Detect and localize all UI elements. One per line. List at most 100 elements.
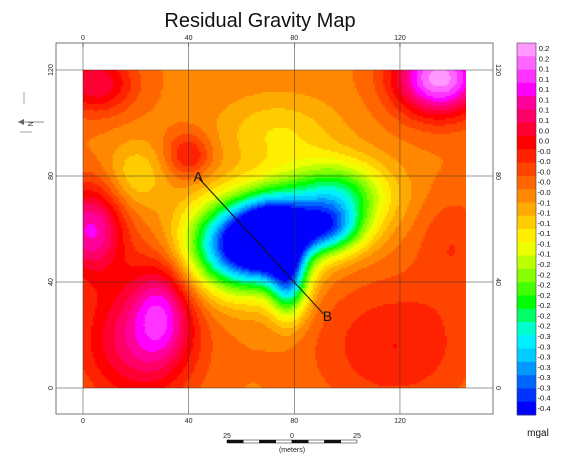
colorbar-tick-label: 0.1 (539, 95, 550, 104)
colorbar-tick-label: 0.0 (539, 137, 550, 146)
colorbar-swatch (517, 322, 536, 336)
colorbar-tick-label: -0.3 (537, 353, 550, 362)
profile-line-group: AB (194, 169, 332, 324)
scale-bar-label: 25 (353, 433, 361, 440)
colorbar: 0.20.20.10.10.10.10.10.10.00.0-0.0-0.0-0… (516, 42, 551, 416)
colorbar-swatch (517, 69, 536, 84)
colorbar-swatch (517, 375, 536, 389)
colorbar-swatch (517, 43, 536, 57)
x-tick-label-bottom: 80 (290, 418, 298, 425)
colorbar-tick-label: -0.1 (537, 209, 550, 218)
colorbar-swatch (517, 162, 536, 177)
profile-line (198, 178, 324, 315)
colorbar-tick-label: 0.2 (539, 54, 550, 63)
colorbar-tick-label: -0.0 (537, 178, 550, 187)
grid-lines (56, 43, 493, 414)
colorbar-swatch (517, 335, 536, 349)
colorbar-swatch (517, 348, 536, 363)
colorbar-tick-label: -0.0 (537, 188, 550, 197)
y-tick-label-right: 120 (494, 64, 501, 76)
scale-bar-segment (243, 439, 260, 444)
scale-bar-segment (291, 439, 309, 444)
colorbar-tick-label: -0.2 (537, 311, 550, 320)
colorbar-tick-label: -0.1 (537, 250, 550, 259)
colorbar-tick-label: -0.2 (537, 281, 550, 290)
scale-bar-segment (340, 439, 358, 444)
profile-end-label: B (323, 308, 332, 324)
colorbar-tick-label: 0.0 (539, 126, 550, 135)
x-tick-label-bottom: 0 (81, 418, 85, 425)
colorbar-swatch (517, 82, 536, 97)
y-tick-label-left: 120 (48, 64, 55, 76)
north-arrow-icon: N (18, 92, 44, 133)
colorbar-swatch (517, 56, 536, 70)
colorbar-tick-label: -0.1 (537, 229, 550, 238)
colorbar-tick-label: -0.0 (537, 167, 550, 176)
colorbar-swatch (517, 215, 536, 230)
scale-bar-caption: (meters) (279, 447, 305, 454)
colorbar-tick-label: 0.1 (539, 116, 550, 125)
colorbar-tick-label: 0.2 (539, 44, 550, 53)
colorbar-swatch (517, 361, 536, 376)
colorbar-tick-label: -0.2 (537, 322, 550, 331)
colorbar-swatch (517, 268, 536, 283)
scale-bar-segment (308, 439, 325, 444)
x-tick-label-top: 120 (394, 35, 406, 42)
colorbar-swatch (517, 189, 536, 203)
outer-frame (55, 42, 494, 415)
colorbar-swatch (517, 255, 536, 270)
scale-bar-segment (259, 439, 276, 444)
colorbar-swatch (517, 202, 536, 217)
scale-bar-segment (226, 439, 244, 444)
colorbar-tick-label: 0.1 (539, 85, 550, 94)
x-tick-label-bottom: 120 (394, 418, 406, 425)
heatmap-image (83, 70, 466, 388)
colorbar-swatch (517, 401, 536, 416)
colorbar-swatch (517, 136, 536, 150)
colorbar-border (516, 42, 537, 416)
colorbar-swatch (517, 282, 536, 296)
scale-bar-segment (275, 439, 293, 444)
colorbar-tick-label: 0.1 (539, 106, 550, 115)
colorbar-tick-label: -0.3 (537, 383, 550, 392)
colorbar-swatch (517, 122, 536, 137)
colorbar-tick-label: -0.2 (537, 270, 550, 279)
colorbar-tick-label: 0.1 (539, 75, 550, 84)
axis-ticks: 0 0 40 40 80 80 120 120 0 0 40 40 80 80 120 120 (48, 35, 501, 425)
colorbar-swatch (517, 242, 536, 256)
colorbar-tick-label: -0.3 (537, 373, 550, 382)
colorbar-tick-label: -0.3 (537, 342, 550, 351)
colorbar-tick-label: -0.1 (537, 219, 550, 228)
y-tick-label-left: 80 (48, 172, 55, 180)
y-tick-label-left: 0 (48, 386, 55, 390)
x-tick-label-top: 80 (290, 35, 298, 42)
x-tick-label-bottom: 40 (185, 418, 193, 425)
scale-bar-segment (324, 439, 341, 444)
colorbar-swatch (517, 229, 536, 243)
colorbar-tick-label: -0.3 (537, 363, 550, 372)
scale-bar: 25 0 25 (meters) (223, 433, 361, 454)
profile-start-label: A (194, 169, 204, 185)
colorbar-tick-label: -0.4 (537, 404, 550, 413)
colorbar-swatch (517, 96, 536, 110)
x-tick-label-top: 40 (185, 35, 193, 42)
colorbar-tick-label: -0.1 (537, 239, 550, 248)
y-tick-label-right: 80 (494, 172, 501, 180)
colorbar-swatch (517, 388, 536, 403)
north-arrow-head (18, 119, 24, 125)
colorbar-tick-label: -0.2 (537, 260, 550, 269)
y-tick-label-right: 40 (494, 278, 501, 286)
colorbar-tick-label: -0.1 (537, 198, 550, 207)
colorbar-swatch (517, 308, 536, 323)
colorbar-tick-label: -0.4 (537, 394, 550, 403)
map-frame (55, 42, 494, 415)
y-tick-label-right: 0 (494, 386, 501, 390)
colorbar-tick-label: -0.0 (537, 157, 550, 166)
chart-title: Residual Gravity Map (164, 10, 355, 32)
colorbar-tick-label: 0.1 (539, 65, 550, 74)
colorbar-tick-label: -0.2 (537, 301, 550, 310)
scale-bar-label: 25 (223, 433, 231, 440)
colorbar-swatch (517, 295, 536, 310)
colorbar-tick-label: -0.2 (537, 291, 550, 300)
